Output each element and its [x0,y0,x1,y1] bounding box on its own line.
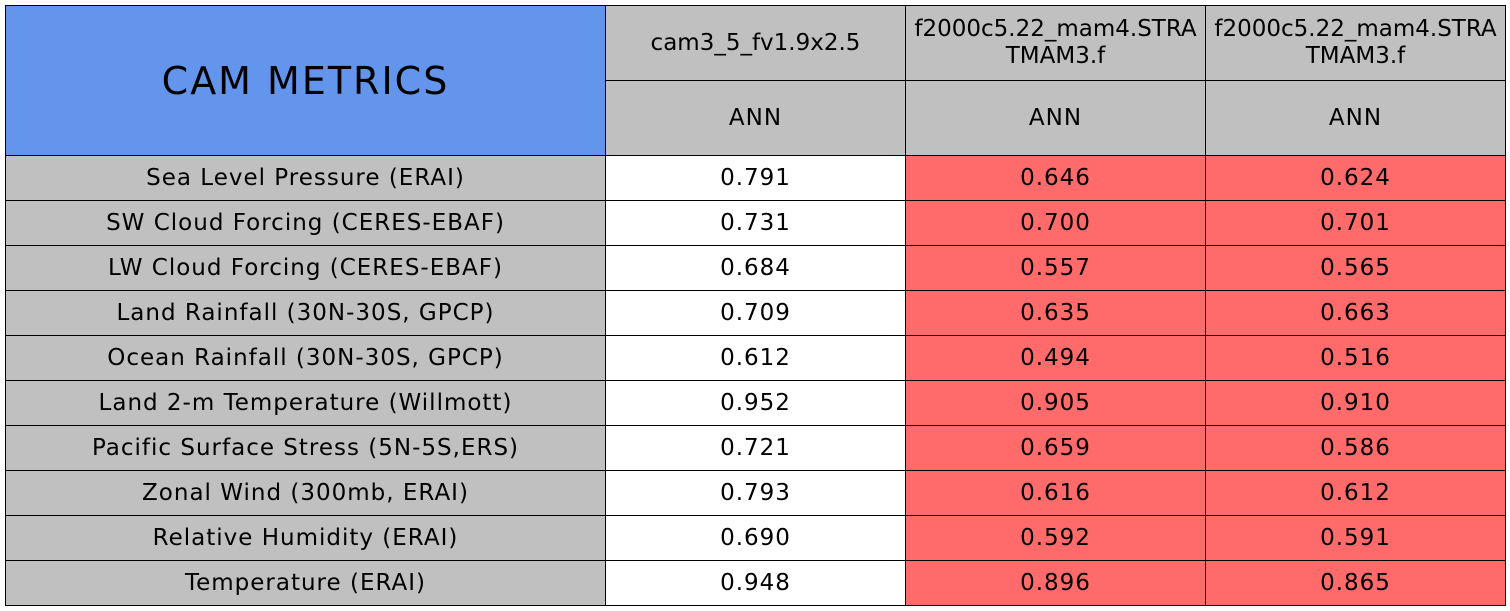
metric-value: 0.663 [1205,290,1506,336]
metric-value: 0.591 [1205,515,1506,561]
row-label: Relative Humidity (ERAI) [5,515,606,561]
metric-value: 0.646 [905,155,1206,201]
row-label: Temperature (ERAI) [5,560,606,606]
metric-value: 0.910 [1205,380,1506,426]
column-header-cell: f2000c5.22_mam4.STRATMAM3.f [905,5,1206,81]
metric-value: 0.721 [605,425,906,471]
metric-value: 0.592 [905,515,1206,561]
season-header: ANN [605,80,906,156]
metric-value: 0.516 [1205,335,1506,381]
metric-value: 0.791 [605,155,906,201]
metric-value: 0.793 [605,470,906,516]
metric-value: 0.952 [605,380,906,426]
metric-value: 0.690 [605,515,906,561]
metric-value: 0.709 [605,290,906,336]
metric-value: 0.865 [1205,560,1506,606]
row-label: Zonal Wind (300mb, ERAI) [5,470,606,516]
season-header: ANN [1205,80,1506,156]
metric-value: 0.905 [905,380,1206,426]
column-header-label: cam3_5_fv1.9x2.5 [650,29,861,56]
metric-value: 0.731 [605,200,906,246]
metric-value: 0.635 [905,290,1206,336]
metric-value: 0.896 [905,560,1206,606]
metric-value: 0.659 [905,425,1206,471]
row-label: Pacific Surface Stress (5N-5S,ERS) [5,425,606,471]
metric-value: 0.586 [1205,425,1506,471]
row-label: SW Cloud Forcing (CERES-EBAF) [5,200,606,246]
metric-value: 0.624 [1205,155,1506,201]
row-label: Land 2-m Temperature (Willmott) [5,380,606,426]
metric-value: 0.494 [905,335,1206,381]
column-header-cell: f2000c5.22_mam4.STRATMAM3.f [1205,5,1506,81]
column-header-cell: cam3_5_fv1.9x2.5 [605,5,906,81]
season-header: ANN [905,80,1206,156]
metric-value: 0.948 [605,560,906,606]
row-label: LW Cloud Forcing (CERES-EBAF) [5,245,606,291]
metric-value: 0.700 [905,200,1206,246]
metric-value: 0.557 [905,245,1206,291]
row-label: Land Rainfall (30N-30S, GPCP) [5,290,606,336]
row-label: Ocean Rainfall (30N-30S, GPCP) [5,335,606,381]
metric-value: 0.612 [605,335,906,381]
table-title: CAM METRICS [5,5,606,156]
metric-value: 0.616 [905,470,1206,516]
metric-value: 0.565 [1205,245,1506,291]
metric-value: 0.701 [1205,200,1506,246]
column-header-label: f2000c5.22_mam4.STRATMAM3.f [1214,16,1497,69]
metric-value: 0.612 [1205,470,1506,516]
metric-value: 0.684 [605,245,906,291]
column-header-label: f2000c5.22_mam4.STRATMAM3.f [914,16,1197,69]
row-label: Sea Level Pressure (ERAI) [5,155,606,201]
